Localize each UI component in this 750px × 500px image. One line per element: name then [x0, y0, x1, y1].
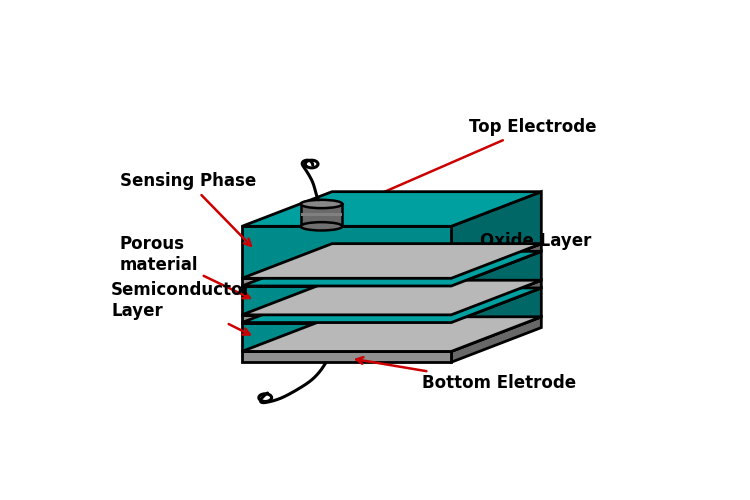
- Polygon shape: [452, 192, 542, 278]
- Polygon shape: [242, 192, 542, 226]
- Polygon shape: [242, 322, 452, 352]
- Polygon shape: [242, 288, 542, 322]
- Polygon shape: [242, 252, 542, 286]
- Polygon shape: [242, 352, 452, 362]
- Text: Porous
material: Porous material: [120, 235, 250, 298]
- Polygon shape: [452, 244, 542, 286]
- Polygon shape: [242, 278, 452, 286]
- Polygon shape: [452, 280, 542, 322]
- Text: Bottom Eletrode: Bottom Eletrode: [356, 357, 576, 392]
- Polygon shape: [242, 280, 542, 315]
- Polygon shape: [242, 315, 452, 322]
- Polygon shape: [301, 204, 343, 227]
- Polygon shape: [242, 226, 452, 278]
- Text: Oxide Layer: Oxide Layer: [480, 232, 592, 254]
- Ellipse shape: [301, 222, 343, 230]
- Polygon shape: [452, 317, 542, 362]
- Text: Sensing Phase: Sensing Phase: [120, 172, 256, 246]
- Polygon shape: [452, 252, 542, 315]
- Polygon shape: [242, 317, 542, 352]
- Text: Top Electrode: Top Electrode: [341, 118, 596, 211]
- Text: Semiconductor
Layer: Semiconductor Layer: [111, 281, 252, 334]
- Polygon shape: [242, 244, 542, 278]
- Polygon shape: [452, 288, 542, 352]
- Ellipse shape: [301, 200, 343, 208]
- Polygon shape: [301, 213, 343, 216]
- Polygon shape: [242, 286, 452, 315]
